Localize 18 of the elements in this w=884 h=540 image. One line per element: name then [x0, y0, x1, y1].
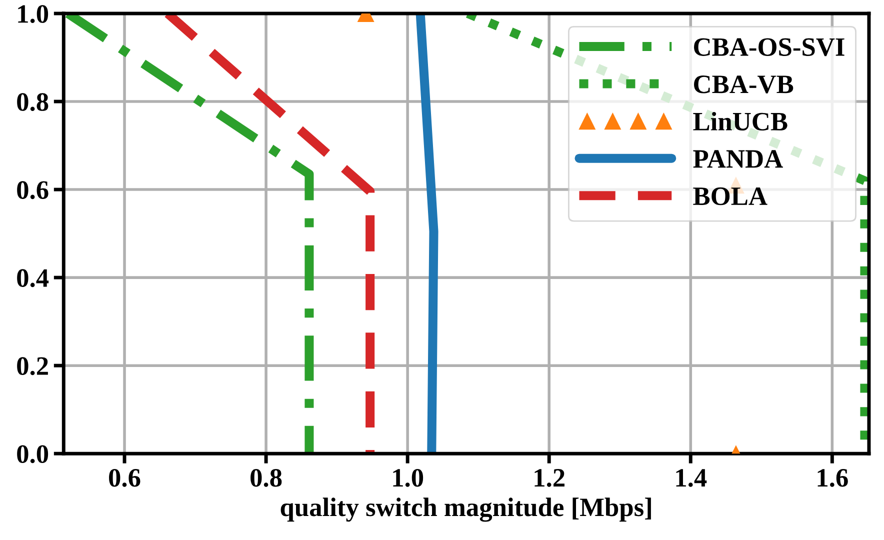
x-tick-label: 1.4 — [676, 469, 707, 487]
legend-label: CBA-VB — [694, 76, 794, 94]
y-tick-label: 0.6 — [17, 181, 48, 200]
legend-label: LinUCB — [693, 112, 788, 131]
legend-label: CBA-OS-SVI — [694, 38, 844, 56]
y-tick-label: 0.8 — [17, 93, 48, 112]
x-axis-title: quality switch magnitude [Mbps] — [280, 498, 651, 522]
x-tick-label: 1.2 — [534, 469, 564, 487]
x-tick-label: 1.0 — [393, 468, 424, 487]
x-tick-label: 1.6 — [818, 469, 848, 487]
y-tick-label: 1.0 — [18, 5, 48, 24]
y-tick-label: 0.0 — [17, 445, 48, 464]
legend-label: PANDA — [693, 150, 783, 168]
x-tick-label: 0.8 — [250, 468, 282, 487]
y-tick-label: 0.4 — [17, 269, 49, 288]
x-tick-label: 0.6 — [109, 468, 140, 487]
y-tick-label: 0.2 — [17, 357, 48, 376]
legend-label: BOLA — [693, 187, 768, 206]
